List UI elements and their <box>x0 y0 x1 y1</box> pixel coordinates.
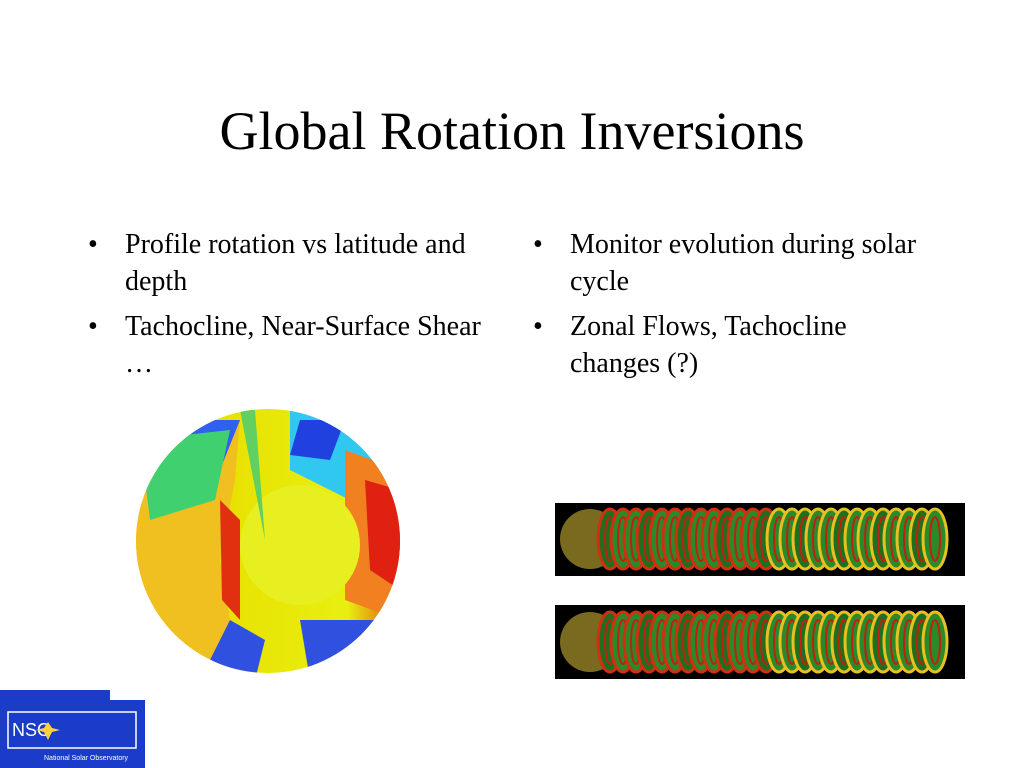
rotation-sphere <box>136 409 400 673</box>
slide-title: Global Rotation Inversions <box>219 101 805 161</box>
ring <box>929 516 941 562</box>
logo-star <box>36 722 60 740</box>
bullet: Profile rotation vs latitude and depth <box>88 226 498 300</box>
bullet-list: Profile rotation vs latitude and depth T… <box>88 226 498 390</box>
bullet-list: Monitor evolution during solar cycle Zon… <box>533 226 943 390</box>
ring <box>921 610 949 674</box>
bullet: Zonal Flows, Tachocline changes (?) <box>533 308 943 382</box>
logo-abbr: NSO <box>12 720 51 740</box>
bullet: Monitor evolution during solar cycle <box>533 226 943 300</box>
ring <box>921 507 949 571</box>
logo-name: National Solar Observatory <box>44 755 129 762</box>
strip-rings <box>560 507 949 674</box>
logo-frame <box>7 711 137 749</box>
bullet: Tachocline, Near-Surface Shear … <box>88 308 498 382</box>
ring <box>929 619 941 665</box>
